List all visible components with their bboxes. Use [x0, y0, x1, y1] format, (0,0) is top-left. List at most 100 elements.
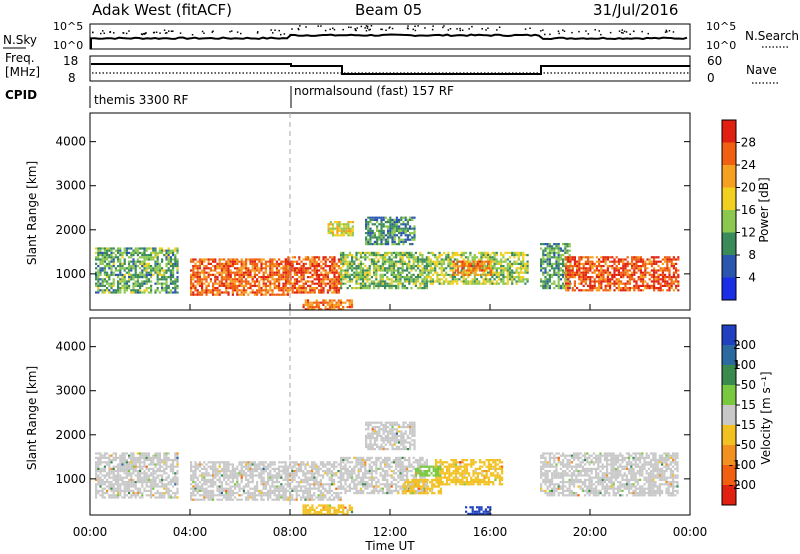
echo-cell [373, 269, 376, 272]
echo-cell [139, 452, 142, 455]
echo-cell [351, 262, 354, 265]
echo-cell [154, 454, 157, 457]
echo-cell [631, 265, 634, 268]
echo-cell [463, 262, 466, 265]
echo-cell [340, 258, 343, 261]
echo-cell [491, 276, 494, 279]
echo-cell [229, 271, 232, 274]
echo-cell [176, 483, 179, 486]
echo-cell [97, 476, 100, 479]
echo-cell [198, 494, 201, 497]
echo-cell [273, 293, 276, 296]
echo-cell [582, 265, 585, 268]
echo-cell [491, 251, 494, 254]
echo-cell [395, 273, 398, 276]
echo-cell [370, 254, 373, 257]
echo-cell [378, 232, 381, 235]
echo-cell [125, 472, 128, 475]
echo-cell [242, 461, 245, 464]
echo-cell [417, 260, 420, 263]
echo-cell [540, 262, 543, 265]
echo-cell [357, 258, 360, 261]
echo-cell [161, 247, 164, 250]
echo-cell [460, 254, 463, 257]
echo-cell [163, 461, 166, 464]
echo-cell [267, 472, 270, 475]
echo-cell [123, 289, 126, 292]
echo-cell [486, 278, 490, 281]
echo-cell [172, 258, 175, 261]
echo-cell [134, 456, 137, 459]
echo-cell [382, 238, 385, 241]
echo-cell [348, 265, 351, 268]
echo-cell [249, 487, 252, 490]
echo-cell [329, 280, 332, 283]
echo-cell [391, 232, 394, 235]
echo-cell [240, 461, 243, 464]
echo-cell [664, 273, 667, 276]
echo-cell [114, 459, 117, 462]
echo-cell [174, 476, 177, 479]
echo-cell [227, 265, 230, 268]
echo-cell [522, 276, 525, 279]
echo-cell [609, 280, 612, 283]
echo-cell [258, 287, 261, 290]
echo-cell [282, 267, 285, 270]
echo-cell [95, 247, 98, 250]
echo-cell [648, 260, 651, 263]
echo-cell [165, 284, 168, 287]
echo-cell [229, 498, 232, 501]
echo-cell [103, 278, 106, 281]
nave-label: Nave [746, 63, 777, 77]
echo-cell [576, 273, 579, 276]
echo-cell [260, 265, 263, 268]
echo-cell [646, 284, 649, 287]
echo-cell [156, 256, 159, 259]
echo-cell [429, 258, 432, 261]
echo-cell [380, 225, 383, 228]
echo-cell [238, 260, 241, 263]
echo-cell [677, 269, 680, 272]
echo-cell [371, 216, 374, 219]
echo-cell [331, 278, 334, 281]
echo-cell [110, 472, 113, 475]
echo-cell [408, 276, 411, 279]
echo-cell [117, 260, 120, 263]
echo-cell [397, 282, 400, 285]
echo-cell [337, 301, 340, 304]
echo-cell [258, 472, 261, 475]
echo-cell [409, 232, 412, 235]
echo-cell [642, 271, 645, 274]
echo-cell [117, 284, 120, 287]
echo-cell [364, 251, 367, 254]
echo-cell [194, 467, 197, 470]
echo-cell [318, 269, 321, 272]
echo-cell [345, 223, 348, 226]
echo-cell [147, 463, 150, 466]
echo-cell [502, 269, 505, 272]
echo-cell [218, 498, 221, 501]
echo-cell [121, 262, 124, 265]
echo-cell [198, 498, 201, 501]
echo-cell [110, 282, 113, 285]
echo-cell [604, 258, 607, 261]
echo-cell [231, 492, 234, 495]
echo-cell [388, 267, 391, 270]
echo-cell [99, 459, 102, 462]
echo-cell [569, 276, 572, 279]
echo-cell [247, 276, 250, 279]
echo-cell [425, 256, 428, 259]
echo-cell [375, 278, 378, 281]
echo-cell [201, 269, 204, 272]
echo-cell [220, 282, 223, 285]
echo-cell [506, 278, 509, 281]
nsky-point [468, 28, 470, 30]
echo-cell [141, 247, 144, 250]
echo-cell [403, 276, 406, 279]
echo-cell [121, 489, 124, 492]
echo-cell [639, 278, 642, 281]
echo-cell [269, 474, 272, 477]
echo-cell [373, 265, 376, 268]
echo-cell [399, 271, 402, 274]
echo-cell [349, 227, 352, 230]
